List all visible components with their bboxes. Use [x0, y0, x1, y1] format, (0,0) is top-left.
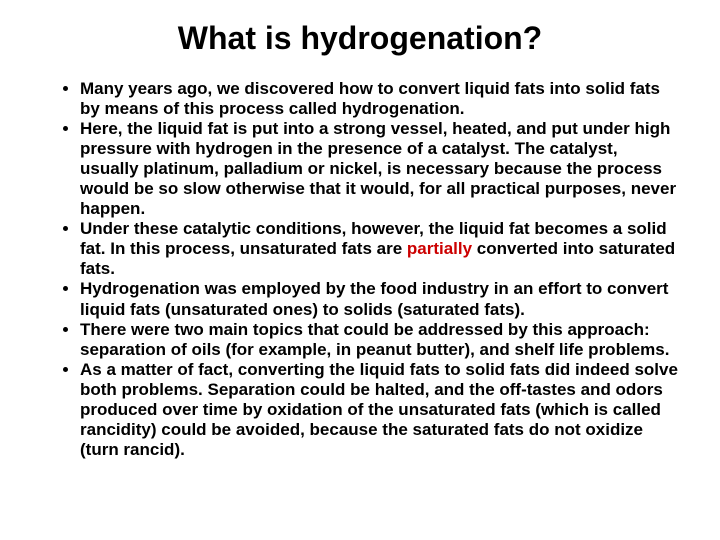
- bullet-item: Here, the liquid fat is put into a stron…: [80, 119, 680, 219]
- bullet-text-pre: Many years ago, we discovered how to con…: [80, 79, 660, 118]
- slide-title: What is hydrogenation?: [40, 20, 680, 57]
- bullet-item: There were two main topics that could be…: [80, 320, 680, 360]
- bullet-text-accent: partially: [407, 239, 472, 258]
- bullet-list: Many years ago, we discovered how to con…: [40, 79, 680, 460]
- bullet-item: Under these catalytic conditions, howeve…: [80, 219, 680, 279]
- bullet-text-pre: There were two main topics that could be…: [80, 320, 669, 359]
- bullet-text-pre: As a matter of fact, converting the liqu…: [80, 360, 678, 459]
- bullet-item: Hydrogenation was employed by the food i…: [80, 279, 680, 319]
- bullet-text-pre: Hydrogenation was employed by the food i…: [80, 279, 668, 318]
- slide: What is hydrogenation? Many years ago, w…: [0, 0, 720, 540]
- bullet-text-pre: Here, the liquid fat is put into a stron…: [80, 119, 676, 218]
- bullet-item: Many years ago, we discovered how to con…: [80, 79, 680, 119]
- bullet-item: As a matter of fact, converting the liqu…: [80, 360, 680, 460]
